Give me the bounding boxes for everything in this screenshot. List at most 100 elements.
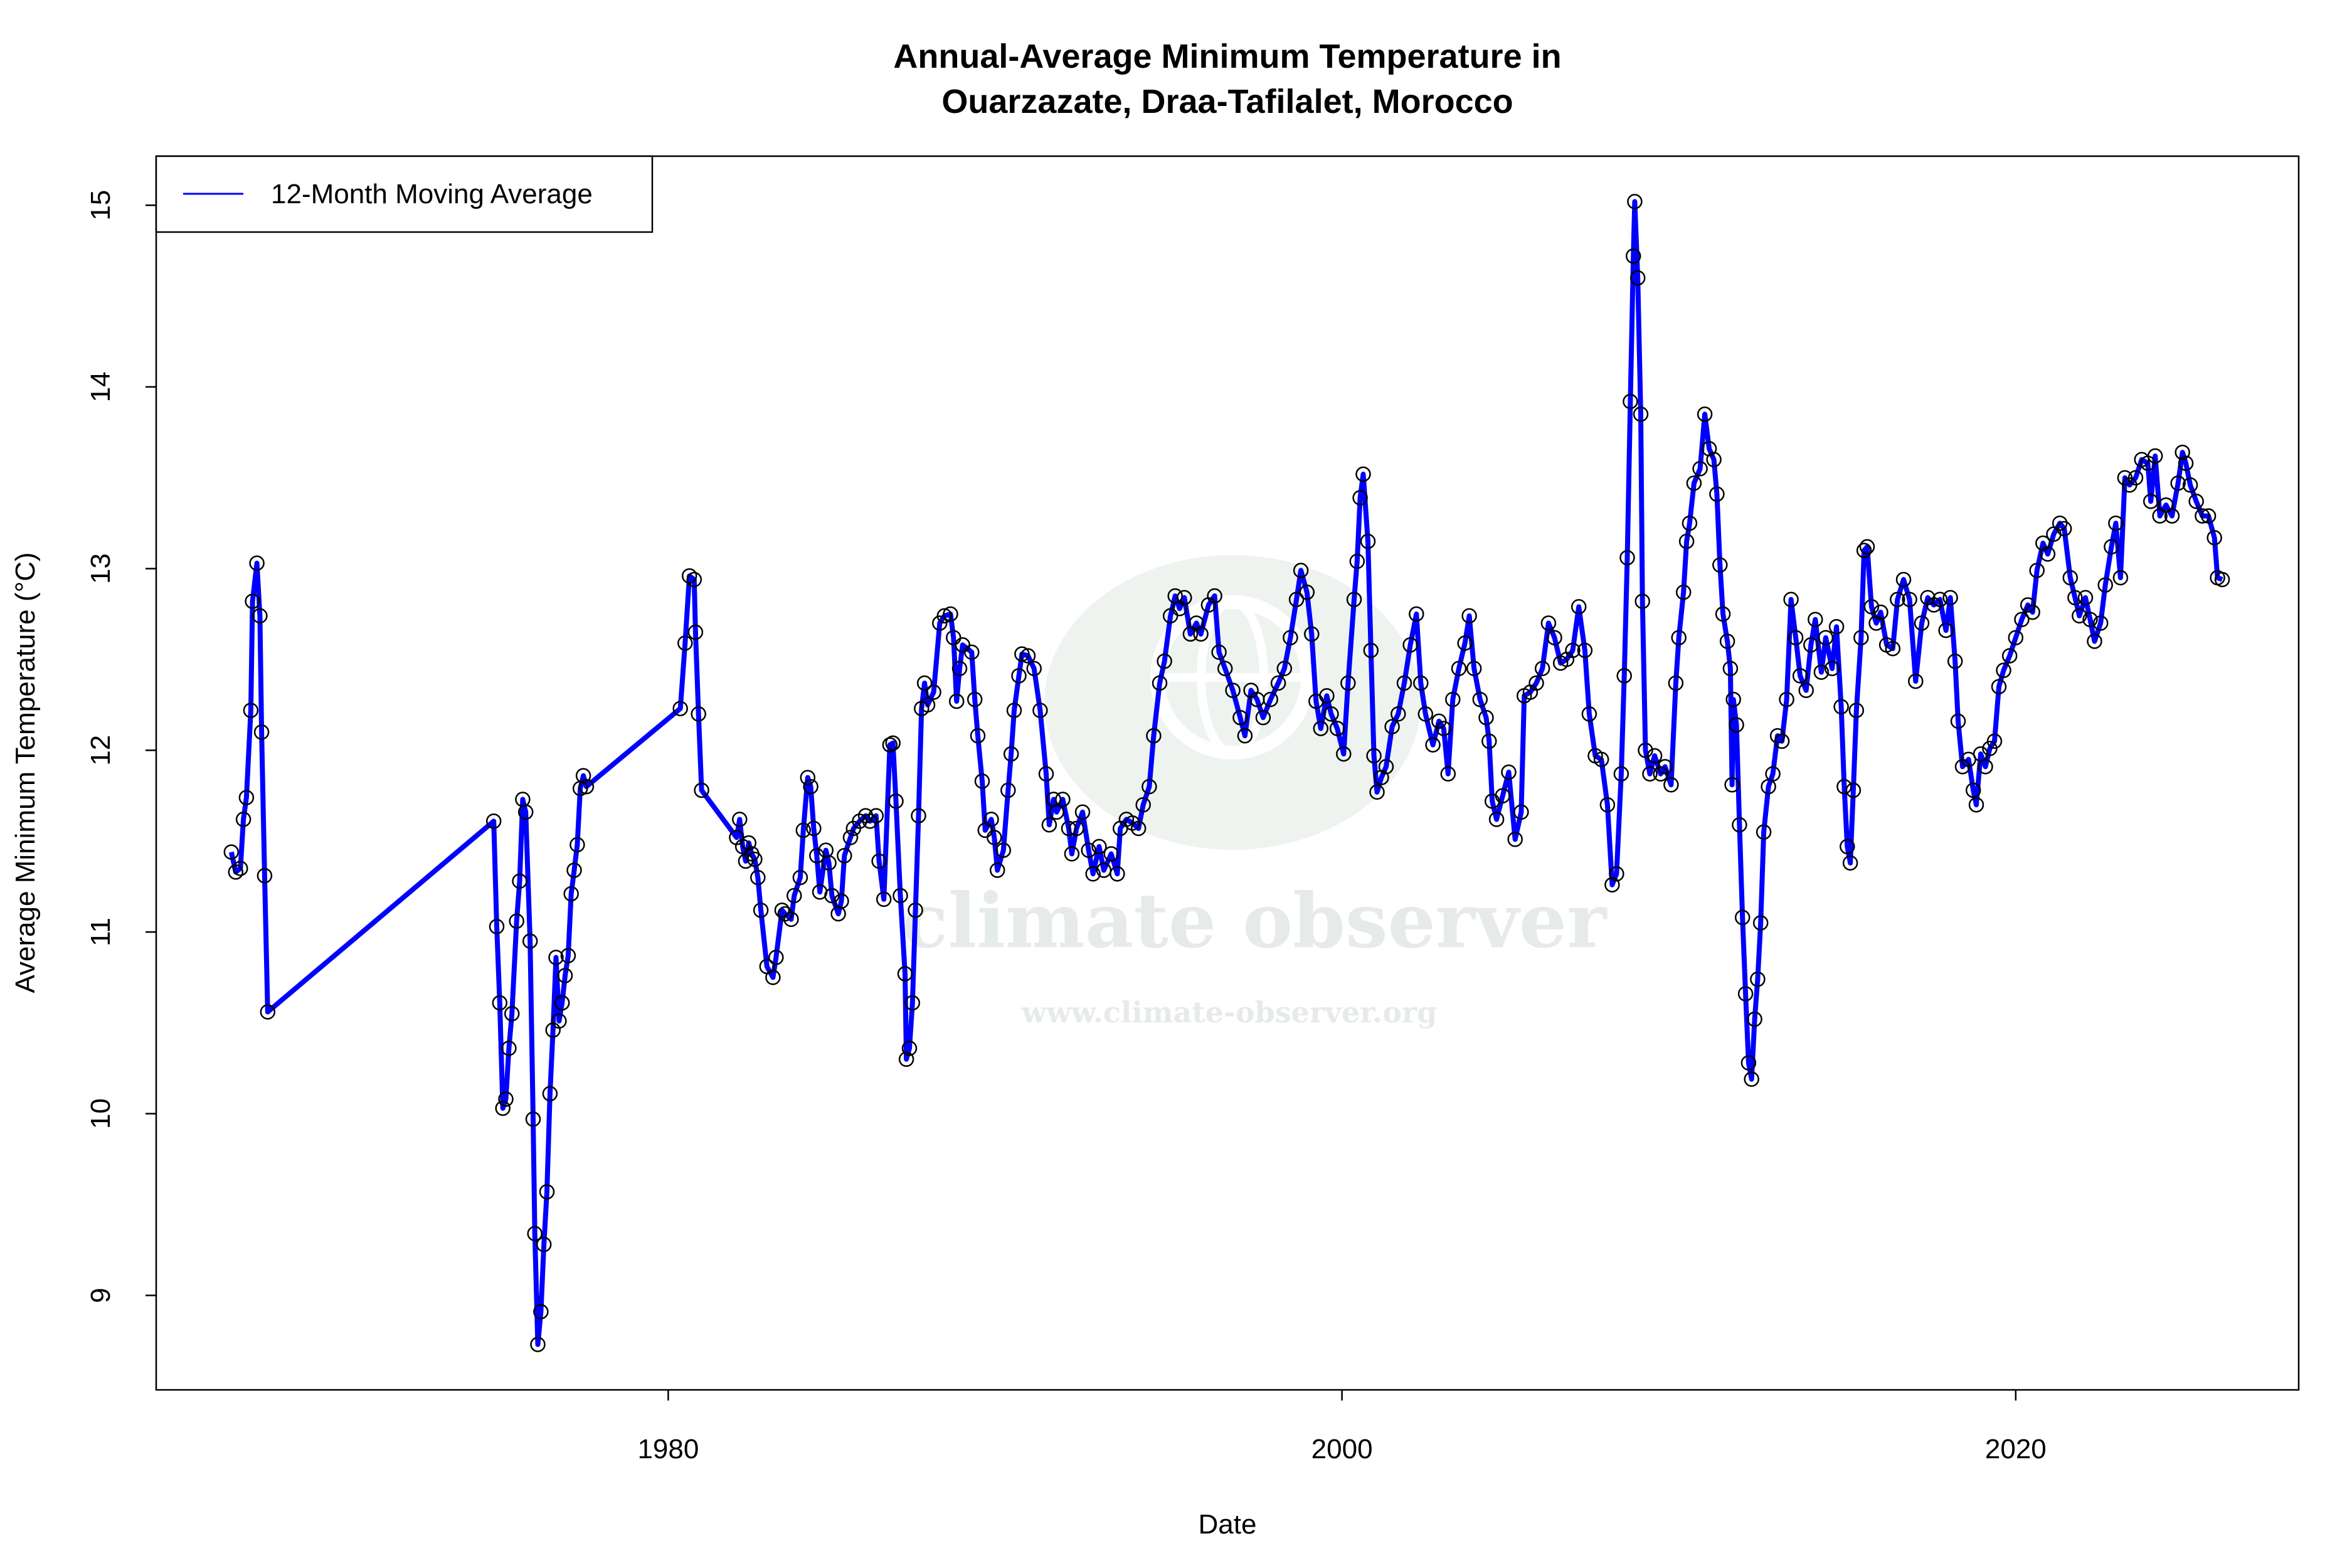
data-point [1055, 792, 1071, 807]
data-point [498, 1091, 514, 1107]
data-point [1627, 194, 1643, 209]
data-point [1135, 797, 1151, 813]
data-point [681, 568, 697, 584]
data-point [1792, 668, 1808, 684]
data-point [1032, 702, 1048, 718]
data-point [1363, 642, 1379, 659]
data-point [1014, 646, 1030, 662]
data-point [548, 950, 564, 965]
watermark-text: climate observer [903, 877, 1608, 965]
x-tick-label: 2020 [1985, 1434, 2047, 1465]
data-point [578, 778, 595, 795]
data-point [1369, 784, 1385, 800]
data-point [967, 691, 983, 707]
data-point [1629, 270, 1646, 286]
data-point [1619, 549, 1635, 566]
data-point [1769, 728, 1786, 744]
data-point [1366, 748, 1382, 764]
data-point [489, 919, 505, 935]
data-point [1232, 709, 1248, 726]
data-point [1069, 820, 1084, 837]
data-point [1942, 590, 1958, 606]
data-point [1724, 777, 1740, 793]
data-point [533, 1304, 549, 1320]
data-point [787, 887, 802, 904]
data-point [1873, 604, 1888, 620]
data-point [1692, 461, 1708, 477]
data-point [687, 624, 704, 640]
data-point [554, 995, 570, 1011]
data-point [1528, 675, 1544, 691]
data-point [245, 593, 260, 609]
data-point [2008, 630, 2024, 645]
data-point [2214, 571, 2230, 588]
watermark-url: www.climate-observer.org [1021, 995, 1438, 1029]
data-point [1908, 673, 1924, 689]
data-point [1402, 637, 1418, 653]
data-point [1540, 615, 1557, 631]
data-point [837, 848, 852, 864]
data-point [2143, 494, 2159, 509]
data-point [527, 1226, 543, 1242]
data-point [2200, 508, 2217, 524]
data-point [1697, 406, 1713, 422]
data-point [1623, 393, 1638, 410]
data-point [2092, 615, 2109, 631]
data-point [1189, 615, 1204, 631]
data-point [252, 608, 268, 624]
data-point [803, 778, 818, 795]
data-point [970, 728, 986, 744]
data-point [1732, 817, 1747, 833]
data-point [943, 606, 958, 622]
data-point [1774, 733, 1790, 750]
data-point [964, 644, 980, 660]
data-point [936, 608, 953, 624]
data-point [741, 835, 757, 851]
data-point [1323, 706, 1339, 722]
data-point [1571, 599, 1587, 615]
data-point [774, 902, 790, 918]
data-point [908, 902, 923, 918]
data-point [249, 555, 265, 571]
data-point [1750, 972, 1766, 987]
data-point [1006, 702, 1022, 718]
data-point [1788, 630, 1804, 645]
data-point [1715, 606, 1731, 622]
data-point [1968, 797, 1984, 813]
data-point [2112, 569, 2129, 586]
data-point [893, 887, 908, 904]
data-point [1625, 248, 1641, 264]
data-point [1581, 706, 1597, 722]
data-point [512, 873, 527, 889]
data-point [2077, 590, 2094, 606]
data-point [842, 830, 859, 845]
data-point [2195, 508, 2210, 524]
data-point [897, 966, 913, 982]
chart-subtitle: Ouarzazate, Draa-Tafilalet, Morocco [941, 83, 1513, 120]
data-point [1863, 599, 1880, 615]
data-point [1604, 877, 1620, 893]
data-point [525, 1111, 541, 1127]
data-point [1633, 406, 1649, 422]
data-point [1836, 778, 1852, 795]
data-point [677, 635, 693, 651]
data-point [566, 862, 582, 878]
data-point [1848, 702, 1865, 718]
data-point [228, 864, 244, 880]
data-point [1466, 660, 1482, 677]
data-point [530, 1337, 546, 1352]
data-point [1425, 737, 1441, 753]
data-point [1513, 804, 1529, 820]
data-point [885, 735, 901, 751]
data-point [1495, 788, 1511, 803]
data-point [987, 830, 1002, 845]
data-point [539, 1184, 555, 1200]
legend-entry: 12-Month Moving Average [271, 179, 593, 209]
data-point [1157, 654, 1172, 669]
watermark-globe-icon [1044, 555, 1421, 850]
data-point [1779, 691, 1794, 707]
data-point [1501, 764, 1517, 780]
data-point [1938, 622, 1954, 638]
data-point [492, 995, 508, 1011]
data-point [1091, 839, 1107, 855]
